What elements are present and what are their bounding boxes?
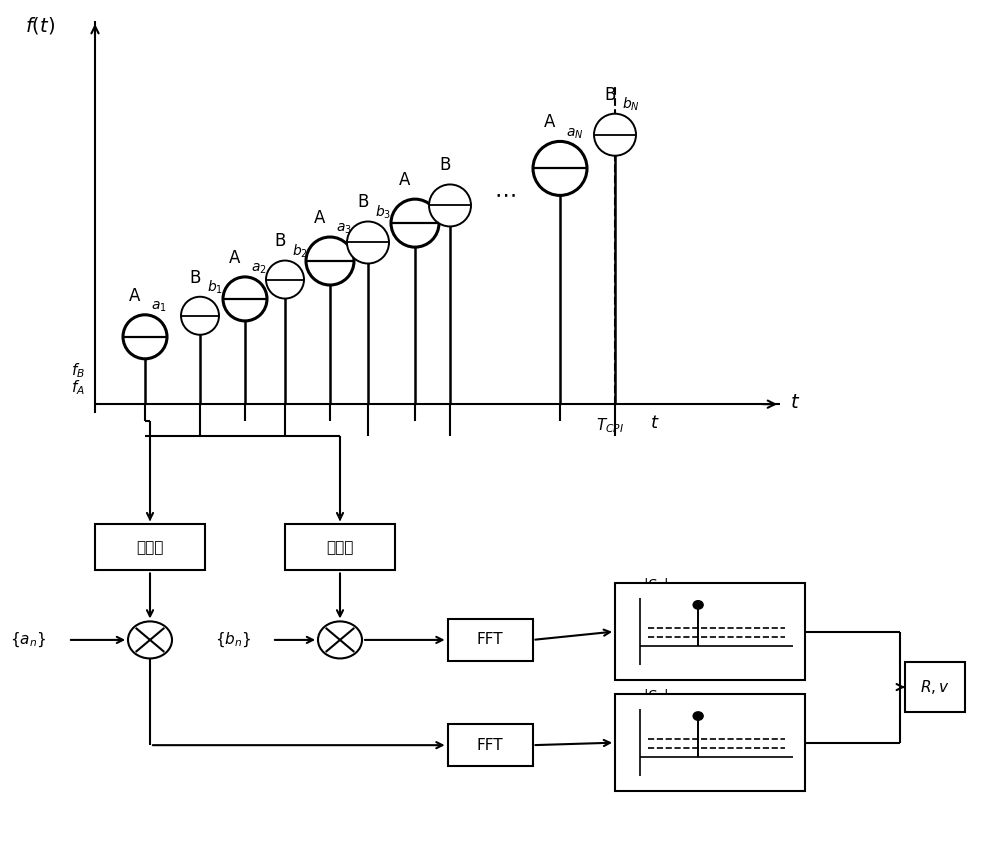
Ellipse shape <box>223 277 267 321</box>
Ellipse shape <box>347 221 389 264</box>
Circle shape <box>318 621 362 658</box>
Text: $|S_2|$: $|S_2|$ <box>643 576 668 594</box>
Bar <box>285 524 395 571</box>
Text: $t$: $t$ <box>650 414 660 432</box>
Text: $f$: $f$ <box>793 650 801 665</box>
Ellipse shape <box>429 184 471 226</box>
Text: $t$: $t$ <box>790 393 800 412</box>
Circle shape <box>128 621 172 658</box>
Bar <box>615 694 805 791</box>
Text: $\{a_n\}$: $\{a_n\}$ <box>10 631 46 649</box>
Circle shape <box>693 600 703 609</box>
Bar <box>448 724 532 766</box>
Text: $f$: $f$ <box>793 761 801 776</box>
Ellipse shape <box>533 141 587 195</box>
Text: $\cdots$: $\cdots$ <box>494 184 516 204</box>
Ellipse shape <box>306 237 354 285</box>
Text: A: A <box>399 171 411 189</box>
Text: B: B <box>439 157 451 174</box>
Bar <box>95 524 205 571</box>
Text: A: A <box>314 209 326 226</box>
Text: $\{b_n\}$: $\{b_n\}$ <box>215 631 251 649</box>
Bar <box>905 662 965 712</box>
Text: FFT: FFT <box>477 632 503 647</box>
Text: 下变频: 下变频 <box>136 540 164 555</box>
Text: A: A <box>129 286 141 305</box>
Text: A: A <box>229 248 241 267</box>
Text: 下变频: 下变频 <box>326 540 354 555</box>
Text: $b_N$: $b_N$ <box>622 95 640 113</box>
Text: $a_1$: $a_1$ <box>151 300 167 314</box>
Text: $T_{CPI}$: $T_{CPI}$ <box>596 417 624 435</box>
Bar <box>448 619 532 661</box>
Ellipse shape <box>391 199 439 248</box>
Bar <box>615 583 805 680</box>
Circle shape <box>693 711 703 720</box>
Text: B: B <box>604 86 616 104</box>
Text: $f_A$: $f_A$ <box>71 378 85 397</box>
Text: $f(t)$: $f(t)$ <box>25 15 55 35</box>
Text: $b_3$: $b_3$ <box>375 203 391 221</box>
Text: $b_1$: $b_1$ <box>207 279 223 296</box>
Text: $R,v$: $R,v$ <box>920 678 950 696</box>
Ellipse shape <box>181 296 219 335</box>
Text: $f_B$: $f_B$ <box>71 361 85 380</box>
Text: $a_2$: $a_2$ <box>251 262 267 276</box>
Ellipse shape <box>266 260 304 299</box>
Text: $a_3$: $a_3$ <box>336 221 352 236</box>
Text: B: B <box>357 194 369 211</box>
Ellipse shape <box>123 315 167 359</box>
Text: $|S_1|$: $|S_1|$ <box>643 687 668 706</box>
Text: B: B <box>274 232 286 250</box>
Text: $a_N$: $a_N$ <box>566 126 584 141</box>
Ellipse shape <box>594 114 636 156</box>
Text: $b_2$: $b_2$ <box>292 242 308 259</box>
Text: FFT: FFT <box>477 738 503 753</box>
Text: A: A <box>544 114 556 131</box>
Text: B: B <box>189 269 201 286</box>
